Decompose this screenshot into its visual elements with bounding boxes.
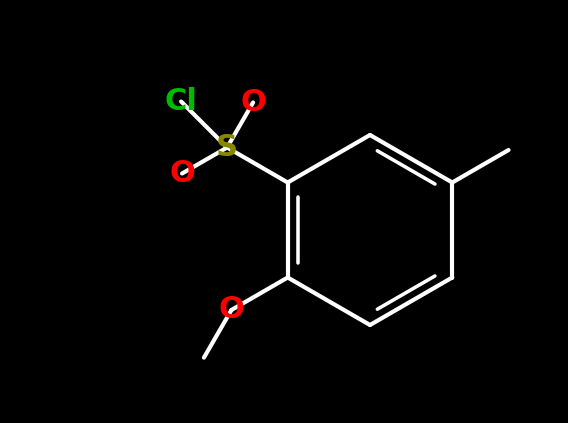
Text: O: O bbox=[240, 88, 266, 117]
Text: O: O bbox=[219, 296, 244, 324]
Text: Cl: Cl bbox=[165, 87, 198, 116]
Text: S: S bbox=[216, 133, 238, 162]
Text: O: O bbox=[169, 159, 195, 188]
